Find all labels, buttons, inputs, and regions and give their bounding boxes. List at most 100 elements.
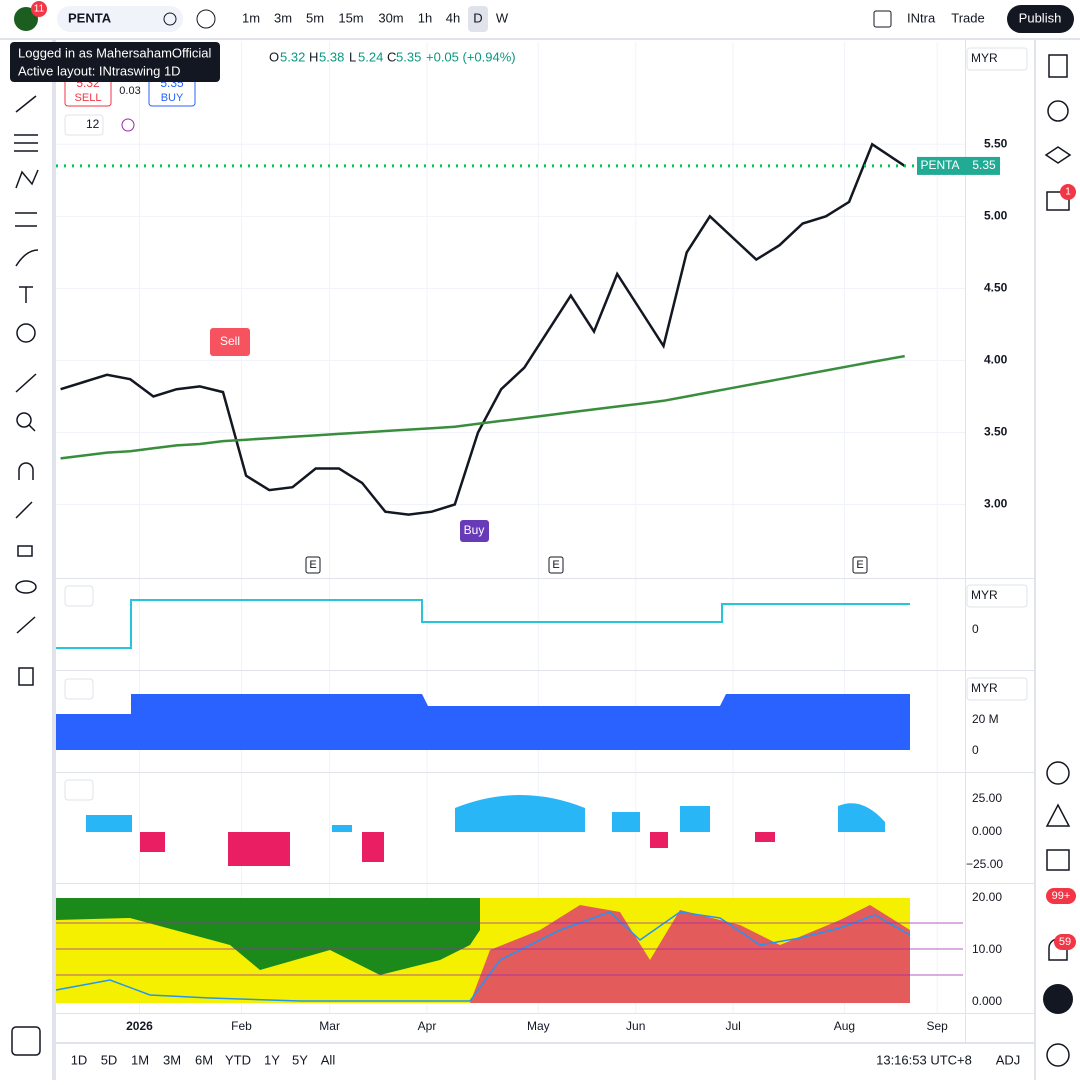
apps-button[interactable] — [1043, 984, 1073, 1014]
y-tick-label: 4.00 — [984, 353, 1008, 367]
range-button[interactable]: 1D — [71, 1052, 88, 1067]
badge — [1046, 888, 1076, 904]
x-tick-label: Feb — [231, 1019, 252, 1033]
price-tag — [917, 156, 1000, 175]
range-button[interactable]: 6M — [195, 1052, 213, 1067]
indicator-line — [56, 599, 910, 649]
levels — [56, 922, 963, 976]
timeframe[interactable]: 30m — [378, 10, 403, 25]
histogram-negative — [140, 832, 775, 866]
timeframe[interactable]: 5m — [306, 10, 324, 25]
y-tick-label: 4.50 — [984, 281, 1008, 295]
timeframe[interactable]: W — [496, 10, 509, 25]
ohlc-change: +0.05 (+0.94%) — [426, 49, 516, 64]
tooltip-line: Logged in as MahersahamOfficial — [18, 45, 212, 60]
symbol[interactable]: PENTA — [68, 10, 112, 25]
currency-select[interactable] — [966, 584, 1028, 608]
price-tag-value: 5.35 — [972, 158, 996, 172]
range-button[interactable]: All — [321, 1052, 336, 1067]
y-tick-label: 5.00 — [984, 209, 1008, 223]
ohlc-label: L — [349, 49, 356, 64]
sell-signal-label: Sell — [220, 334, 240, 348]
currency[interactable]: MYR — [971, 51, 998, 65]
buy-signal — [460, 520, 489, 542]
icon — [163, 12, 177, 26]
pane-tick: 20.00 — [972, 890, 1002, 904]
trade-label[interactable]: Trade — [951, 10, 984, 25]
range-button[interactable]: 5D — [101, 1052, 118, 1067]
timeframe[interactable]: 1h — [418, 10, 432, 25]
indicator-line — [55, 911, 911, 1002]
timeframe[interactable]: D — [473, 10, 482, 25]
earnings-label: E — [309, 559, 316, 571]
x-tick-label: 2026 — [126, 1019, 153, 1033]
x-tick-label: Aug — [834, 1019, 855, 1033]
pane-tick: 0 — [972, 743, 979, 757]
publish-button[interactable] — [1007, 5, 1074, 33]
compare-button[interactable] — [196, 9, 216, 29]
logo[interactable] — [14, 7, 38, 31]
earnings-marker — [548, 556, 564, 574]
clock: 13:16:53 UTC+8 — [876, 1052, 972, 1067]
symbol-search[interactable] — [57, 6, 183, 32]
x-tick-label: Apr — [418, 1019, 437, 1033]
timeframe[interactable]: 3m — [274, 10, 292, 25]
y-tick-label: 3.50 — [984, 425, 1008, 439]
sell-signal — [210, 328, 250, 356]
range-button[interactable]: 1M — [131, 1052, 149, 1067]
left-toolbar — [0, 40, 52, 1080]
badge-count: 59 — [1059, 936, 1071, 948]
indicator-area — [56, 694, 910, 750]
publish-label[interactable]: Publish — [1019, 10, 1062, 25]
range-button[interactable]: 5Y — [292, 1052, 308, 1067]
earnings-label: E — [856, 559, 863, 571]
spread: 0.03 — [119, 85, 140, 97]
ohlc-label: C — [387, 49, 396, 64]
ohlc-label: O — [269, 49, 279, 64]
layout-name[interactable]: INtra — [907, 10, 936, 25]
badge-count: 1 — [1065, 187, 1071, 198]
indicators-toggle[interactable] — [64, 114, 104, 136]
pane-tick: 10.00 — [972, 942, 1002, 956]
timeframe[interactable]: 15m — [338, 10, 363, 25]
badge — [1054, 934, 1076, 950]
indicator-count[interactable]: 12 — [86, 117, 100, 131]
price-line — [60, 354, 905, 460]
price-tag-symbol: PENTA — [920, 158, 959, 172]
pane-separators — [56, 578, 1034, 1014]
pane-tick: 25.00 — [972, 791, 1002, 805]
buy-label[interactable]: BUY — [161, 92, 184, 104]
trade-button[interactable] — [944, 5, 992, 33]
range-button[interactable]: 1Y — [264, 1052, 280, 1067]
bottom-bar — [56, 1044, 1034, 1080]
pane-tick: 20 M — [972, 712, 999, 726]
adj-toggle[interactable]: ADJ — [996, 1052, 1021, 1067]
x-tick-label: Jul — [725, 1019, 740, 1033]
sell-label[interactable]: SELL — [75, 92, 102, 104]
badge — [31, 1, 47, 17]
earnings-marker — [852, 556, 868, 574]
y-tick-label: 5.50 — [984, 136, 1008, 150]
range-button[interactable]: 3M — [163, 1052, 181, 1067]
timeframe[interactable]: 4h — [446, 10, 460, 25]
timeframe-active — [468, 6, 488, 32]
currency-select[interactable] — [966, 677, 1028, 701]
icon — [873, 10, 892, 28]
x-tick-label: Sep — [926, 1019, 948, 1033]
buy-signal-label: Buy — [464, 523, 485, 537]
range-button[interactable]: YTD — [225, 1052, 251, 1067]
icon — [121, 118, 135, 132]
currency-select[interactable] — [966, 47, 1028, 71]
drawing-tools[interactable] — [11, 95, 41, 1056]
pane-tick: 0 — [972, 622, 979, 636]
x-tick-label: Mar — [319, 1019, 340, 1033]
currency[interactable]: MYR — [971, 588, 998, 602]
pane-tick: 0.000 — [972, 824, 1002, 838]
pane-tick: −25.00 — [966, 857, 1003, 871]
timeframe[interactable]: 1m — [242, 10, 260, 25]
price-line — [60, 142, 906, 516]
currency[interactable]: MYR — [971, 681, 998, 695]
pane-buttons[interactable] — [64, 585, 94, 801]
indicator-area — [56, 898, 480, 975]
pane-tick: 0.000 — [972, 994, 1002, 1008]
